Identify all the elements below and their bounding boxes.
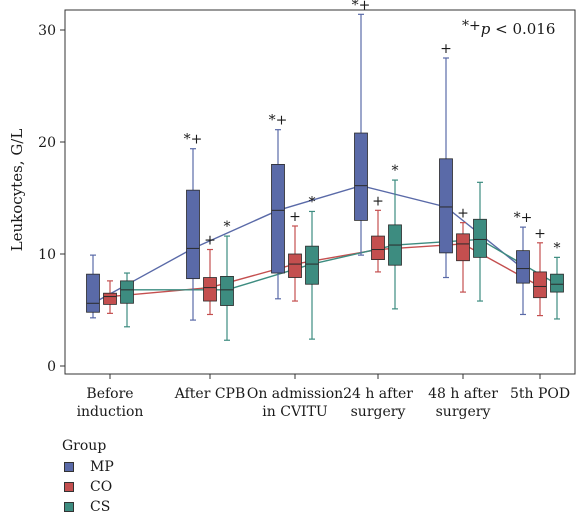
significance-marker: + xyxy=(204,233,216,249)
significance-marker: + xyxy=(372,193,384,209)
box-mp xyxy=(439,57,453,279)
significance-marker: + xyxy=(457,206,469,222)
significance-marker: + xyxy=(534,226,546,242)
significance-marker: * xyxy=(392,163,399,179)
box-mp xyxy=(186,148,200,321)
x-tick-label-line: in CVITU xyxy=(262,404,328,420)
box-body xyxy=(439,158,453,254)
annotation-symbols: *+ xyxy=(462,18,481,34)
y-tick-label: 0 xyxy=(47,359,56,375)
significance-marker: *+ xyxy=(352,0,371,13)
legend: Group MP CO CS xyxy=(62,438,114,517)
p-value-annotation: *+p < 0.016 xyxy=(462,18,555,38)
legend-label: CO xyxy=(90,479,113,495)
y-tick-label: 20 xyxy=(38,135,56,151)
box-body xyxy=(305,245,319,285)
significance-marker: *+ xyxy=(269,113,288,129)
box-co xyxy=(371,209,385,273)
y-tick-label: 30 xyxy=(38,23,56,39)
x-tick-label-line: On admission xyxy=(247,386,343,402)
significance-marker: * xyxy=(554,240,561,256)
x-tick-label-line: Before xyxy=(86,386,133,402)
box-co xyxy=(456,222,470,293)
box-body xyxy=(86,273,100,313)
box-plots xyxy=(86,13,564,341)
box-cs xyxy=(220,235,234,341)
box-mp xyxy=(86,254,100,319)
plot-frame xyxy=(64,9,576,375)
box-body xyxy=(103,292,117,305)
x-tick-label-line: surgery xyxy=(436,404,491,420)
axes: 0 10 20 30 Before induction After CPB On admiss… xyxy=(38,9,576,420)
x-tick-label: 5th POD xyxy=(510,386,570,402)
box-body xyxy=(473,218,487,258)
box-co xyxy=(203,248,217,316)
box-body xyxy=(550,273,564,293)
x-tick-label-line: 24 h after xyxy=(343,386,413,402)
box-body xyxy=(288,253,302,278)
x-tick-label-line: surgery xyxy=(351,404,406,420)
box-body xyxy=(456,233,470,262)
box-mp xyxy=(271,129,285,300)
box-co xyxy=(533,242,547,317)
box-cs xyxy=(388,179,402,310)
x-tick-label: After CPB xyxy=(174,386,246,402)
box-co xyxy=(103,280,117,314)
legend-label: CS xyxy=(90,499,111,515)
legend-item-co: CO xyxy=(64,477,114,497)
x-tick-label-line: induction xyxy=(77,404,144,420)
significance-marker: + xyxy=(289,209,301,225)
box-body xyxy=(120,280,134,304)
significance-marker: + xyxy=(440,41,452,57)
x-tick-label: 24 h after surgery xyxy=(343,386,413,420)
trendline-mp xyxy=(92,184,524,304)
legend-item-mp: MP xyxy=(64,457,114,477)
legend-swatch xyxy=(64,482,74,492)
median-trendlines xyxy=(92,184,558,304)
x-tick-label: 48 h after surgery xyxy=(428,386,498,420)
box-body xyxy=(533,271,547,299)
x-tick-label-line: After CPB xyxy=(174,386,246,402)
x-tick-label-line: 5th POD xyxy=(510,386,570,402)
annotation-p: p xyxy=(481,20,491,38)
legend-item-cs: CS xyxy=(64,497,114,517)
box-body xyxy=(371,235,385,261)
y-axis-label: Leukocytes, G/L xyxy=(8,129,26,252)
significance-marker: * xyxy=(309,194,316,210)
y-tick-label: 10 xyxy=(38,247,56,263)
x-tick-label-line: 48 h after xyxy=(428,386,498,402)
legend-swatch xyxy=(64,502,74,512)
significance-marker: *+ xyxy=(514,210,533,226)
box-body xyxy=(354,132,368,221)
significance-marker: *+ xyxy=(184,132,203,148)
legend-title: Group xyxy=(62,438,107,454)
legend-label: MP xyxy=(90,459,114,475)
legend-items: MP CO CS xyxy=(62,457,114,517)
box-co xyxy=(288,225,302,302)
significance-markers: *+*+*++*++++++**** xyxy=(184,0,561,256)
x-tick-label: On admission in CVITU xyxy=(247,386,343,420)
box-body xyxy=(516,250,530,284)
significance-marker: * xyxy=(224,219,231,235)
x-tick-label: Before induction xyxy=(77,386,144,420)
box-body xyxy=(271,163,285,274)
box-body xyxy=(186,189,200,280)
box-body xyxy=(220,275,234,306)
legend-swatch xyxy=(64,462,74,472)
box-body xyxy=(203,277,217,302)
annotation-threshold: < 0.016 xyxy=(490,20,555,38)
box-cs xyxy=(305,210,319,340)
box-mp xyxy=(354,13,368,256)
box-cs xyxy=(120,272,134,328)
box-mp xyxy=(516,226,530,316)
box-cs xyxy=(473,181,487,302)
box-cs xyxy=(550,256,564,320)
